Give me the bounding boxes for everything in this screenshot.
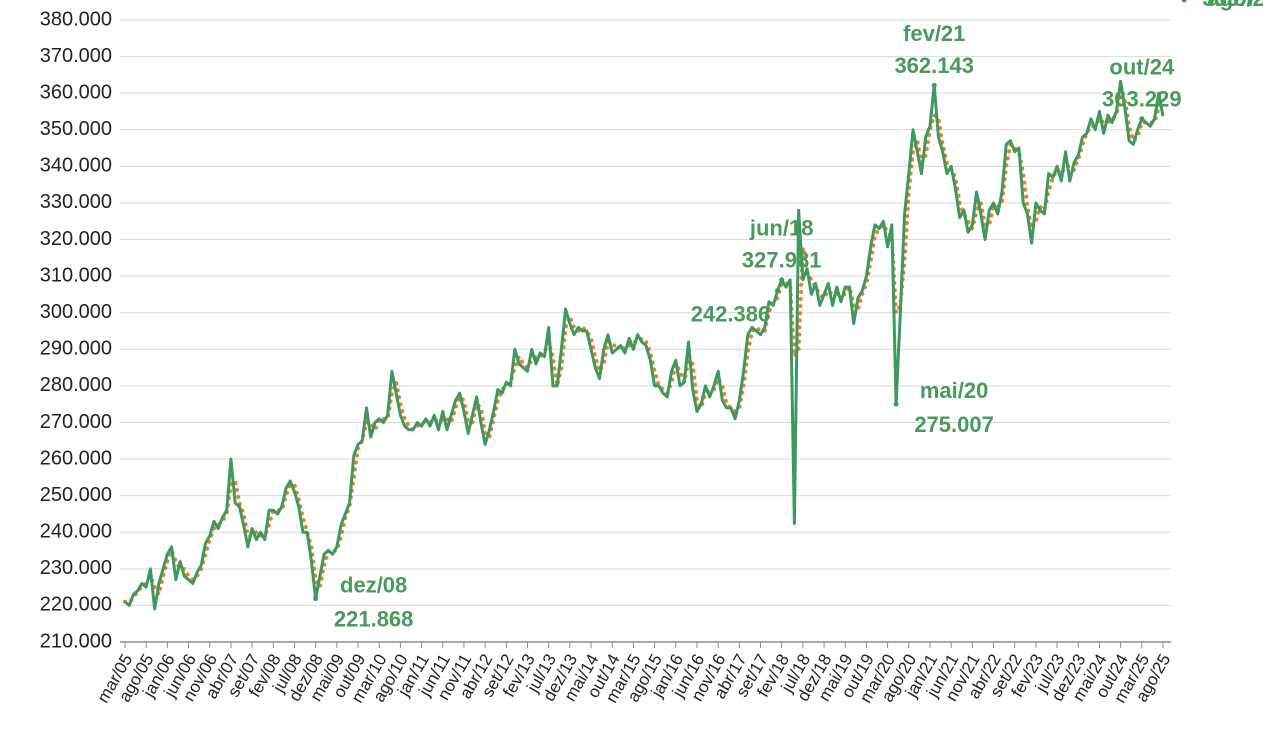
- y-tick-label: 380.000: [40, 8, 112, 30]
- point-marker: [1181, 0, 1187, 3]
- y-tick-label: 290.000: [40, 338, 112, 360]
- point-marker: [774, 288, 780, 294]
- y-tick-label: 240.000: [40, 521, 112, 543]
- annotation-date: out/24: [1109, 55, 1175, 80]
- point-marker: [1139, 116, 1145, 122]
- y-tick-label: 210.000: [40, 630, 112, 652]
- y-tick-label: 250.000: [40, 484, 112, 506]
- y-tick-label: 300.000: [40, 301, 112, 323]
- annotation-value: 362.143: [894, 53, 974, 78]
- y-tick-label: 270.000: [40, 411, 112, 433]
- annotation-value: 221.868: [334, 606, 414, 631]
- point-marker: [313, 596, 319, 602]
- y-tick-label: 360.000: [40, 81, 112, 103]
- y-tick-label: 370.000: [40, 45, 112, 67]
- y-tick-label: 220.000: [40, 594, 112, 616]
- annotation-date: fev/21: [903, 21, 965, 46]
- annotation-date: jun/18: [749, 216, 814, 241]
- point-marker: [779, 277, 785, 283]
- y-tick-label: 350.000: [40, 118, 112, 140]
- y-tick-label: 340.000: [40, 155, 112, 177]
- annotation-value: 353.715: [1202, 0, 1263, 11]
- line: [124, 79, 1165, 611]
- point-marker: [893, 401, 899, 407]
- annotation-date: mai/20: [920, 378, 989, 403]
- y-tick-label: 320.000: [40, 228, 112, 250]
- annotation-value: 242.386: [691, 302, 771, 327]
- annotation-value: 275.007: [914, 412, 994, 437]
- dotted-line: [123, 94, 1165, 604]
- y-tick-label: 330.000: [40, 191, 112, 213]
- annotation-value: 327.981: [742, 248, 822, 273]
- y-tick-label: 310.000: [40, 264, 112, 286]
- annotation-date: dez/08: [340, 572, 407, 597]
- y-tick-label: 230.000: [40, 557, 112, 579]
- y-tick-label: 260.000: [40, 447, 112, 469]
- annotation-value: 363.229: [1102, 87, 1182, 112]
- annotation-date: ago/25: [1207, 0, 1263, 11]
- y-tick-label: 280.000: [40, 374, 112, 396]
- point-marker: [931, 82, 937, 88]
